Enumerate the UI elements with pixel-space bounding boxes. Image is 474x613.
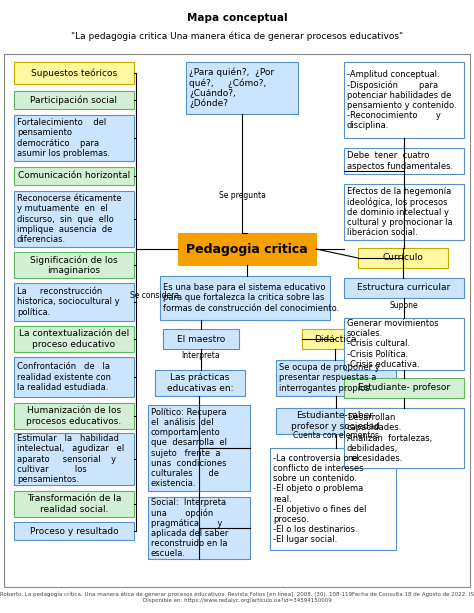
Text: Se pregunta: Se pregunta: [219, 191, 265, 199]
Text: La     reconstrucción
historica, sociocultural y
política.: La reconstrucción historica, sociocultur…: [17, 287, 119, 316]
Text: "La pedagogia critica Una manera ética de generar procesos educativos": "La pedagogia critica Una manera ética d…: [71, 31, 403, 40]
Text: -La controversia o el
conflicto de intereses
sobre un contenido.
-El objeto o pr: -La controversia o el conflicto de inter…: [273, 454, 366, 544]
FancyBboxPatch shape: [148, 497, 250, 559]
FancyBboxPatch shape: [344, 408, 464, 468]
Text: Transformación de la
realidad social.: Transformación de la realidad social.: [27, 495, 121, 514]
FancyBboxPatch shape: [344, 62, 464, 138]
Text: Cuenta con elementos: Cuenta con elementos: [293, 430, 379, 440]
Text: Fortalecimiento    del
pensamiento
democrático    para
asumir los problemas.: Fortalecimiento del pensamiento democrát…: [17, 118, 110, 158]
Text: Significación de los
imaginarios: Significación de los imaginarios: [30, 255, 118, 275]
FancyBboxPatch shape: [270, 448, 396, 550]
Text: Comunicación horizontal: Comunicación horizontal: [18, 172, 130, 180]
Text: Estimular   la   habilidad
intelectual,   agudizar   el
aparato     sensorial   : Estimular la habilidad intelectual, agud…: [17, 435, 124, 484]
FancyBboxPatch shape: [155, 370, 245, 396]
FancyBboxPatch shape: [14, 62, 134, 84]
Text: Político: Recupera
el  análisis  del
comportamiento
que  desarrolla  el
sujeto  : Político: Recupera el análisis del compo…: [151, 408, 227, 488]
Text: Ramírez Bravo Roberto. La pedagogía crítica. Una manera ética de generar proceso: Ramírez Bravo Roberto. La pedagogía crít…: [0, 591, 474, 603]
FancyBboxPatch shape: [160, 276, 330, 320]
Text: Currículo: Currículo: [383, 254, 423, 262]
FancyBboxPatch shape: [14, 91, 134, 109]
Text: El maestro: El maestro: [177, 335, 225, 343]
Text: Pedagogia critica: Pedagogia critica: [186, 243, 308, 256]
Text: Confrontación   de   la
realidad existente con
la realidad estudiada.: Confrontación de la realidad existente c…: [17, 362, 111, 392]
FancyBboxPatch shape: [302, 329, 368, 349]
FancyBboxPatch shape: [163, 329, 239, 349]
FancyBboxPatch shape: [178, 233, 316, 265]
Text: Supuestos teóricos: Supuestos teóricos: [31, 68, 117, 78]
Text: Se ocupa de proponer y
presentar respuestas a
interrogantes propios.: Se ocupa de proponer y presentar respues…: [279, 364, 380, 392]
Text: Efectos de la hegemonía
ideológica, los procesos
de dominio intelectual y
cultur: Efectos de la hegemonía ideológica, los …: [347, 187, 453, 237]
FancyBboxPatch shape: [148, 405, 250, 491]
Text: Es una base para el sistema educativo
para que fortalezca la critica sobre las
f: Es una base para el sistema educativo pa…: [163, 283, 339, 313]
FancyBboxPatch shape: [14, 403, 134, 429]
FancyBboxPatch shape: [14, 433, 134, 485]
Text: ¿Para quién?,  ¿Por
qué?,     ¿Cómo?,
¿Cuándo?,
¿Dónde?: ¿Para quién?, ¿Por qué?, ¿Cómo?, ¿Cuándo…: [189, 67, 274, 109]
Text: La contextualización del
proceso educativo: La contextualización del proceso educati…: [19, 329, 129, 349]
FancyBboxPatch shape: [276, 360, 396, 396]
Text: Proceso y resultado: Proceso y resultado: [30, 527, 118, 536]
Text: -Amplitud conceptual.
-Disposición        para
potenciar habilidades de
pensamie: -Amplitud conceptual. -Disposición para …: [347, 70, 456, 130]
Text: Humanización de los
procesos educativos.: Humanización de los procesos educativos.: [27, 406, 122, 425]
Text: Las prácticas
educativas en:: Las prácticas educativas en:: [167, 373, 233, 392]
FancyBboxPatch shape: [14, 167, 134, 185]
Text: Mapa conceptual: Mapa conceptual: [187, 13, 287, 23]
Text: Estructura curricular: Estructura curricular: [357, 283, 451, 292]
FancyBboxPatch shape: [14, 115, 134, 161]
FancyBboxPatch shape: [14, 326, 134, 352]
FancyBboxPatch shape: [344, 378, 464, 398]
FancyBboxPatch shape: [344, 278, 464, 298]
Text: Debe  tener  cuatro
aspectos fundamentales.: Debe tener cuatro aspectos fundamentales…: [347, 151, 453, 170]
Text: Se considera: Se considera: [130, 292, 180, 300]
FancyBboxPatch shape: [358, 248, 448, 268]
Text: Estudiante-saber-
profesor y sociedad: Estudiante-saber- profesor y sociedad: [292, 411, 381, 430]
Text: Generar movimientos
sociales.
-Crisis cultural.
-Crisis Política.
-Crisis educat: Generar movimientos sociales. -Crisis cu…: [347, 319, 438, 368]
FancyBboxPatch shape: [14, 522, 134, 540]
FancyBboxPatch shape: [14, 357, 134, 397]
FancyBboxPatch shape: [14, 491, 134, 517]
Text: Social:  Interpreta
una       opción
pragmática       y
aplicada del saber
recon: Social: Interpreta una opción pragmática…: [151, 498, 228, 558]
Text: Estudiante- profesor: Estudiante- profesor: [358, 384, 450, 392]
Text: Supone: Supone: [390, 302, 419, 311]
FancyBboxPatch shape: [14, 191, 134, 247]
FancyBboxPatch shape: [14, 283, 134, 321]
FancyBboxPatch shape: [186, 62, 298, 114]
FancyBboxPatch shape: [14, 252, 134, 278]
Text: Desarrollan
capacidades.
Analizan  fortalezas,
debilidades,
necesidades.: Desarrollan capacidades. Analizan fortal…: [347, 413, 432, 463]
Text: Didáctica: Didáctica: [314, 335, 356, 343]
FancyBboxPatch shape: [344, 318, 464, 370]
FancyBboxPatch shape: [344, 184, 464, 240]
FancyBboxPatch shape: [344, 148, 464, 174]
Text: Interpreta: Interpreta: [182, 351, 220, 360]
Text: Reconocerse éticamente
y mutuamente  en  el
discurso,  sin  que  ello
implique  : Reconocerse éticamente y mutuamente en e…: [17, 194, 121, 243]
FancyBboxPatch shape: [276, 408, 396, 434]
Text: Participación social: Participación social: [30, 95, 118, 105]
